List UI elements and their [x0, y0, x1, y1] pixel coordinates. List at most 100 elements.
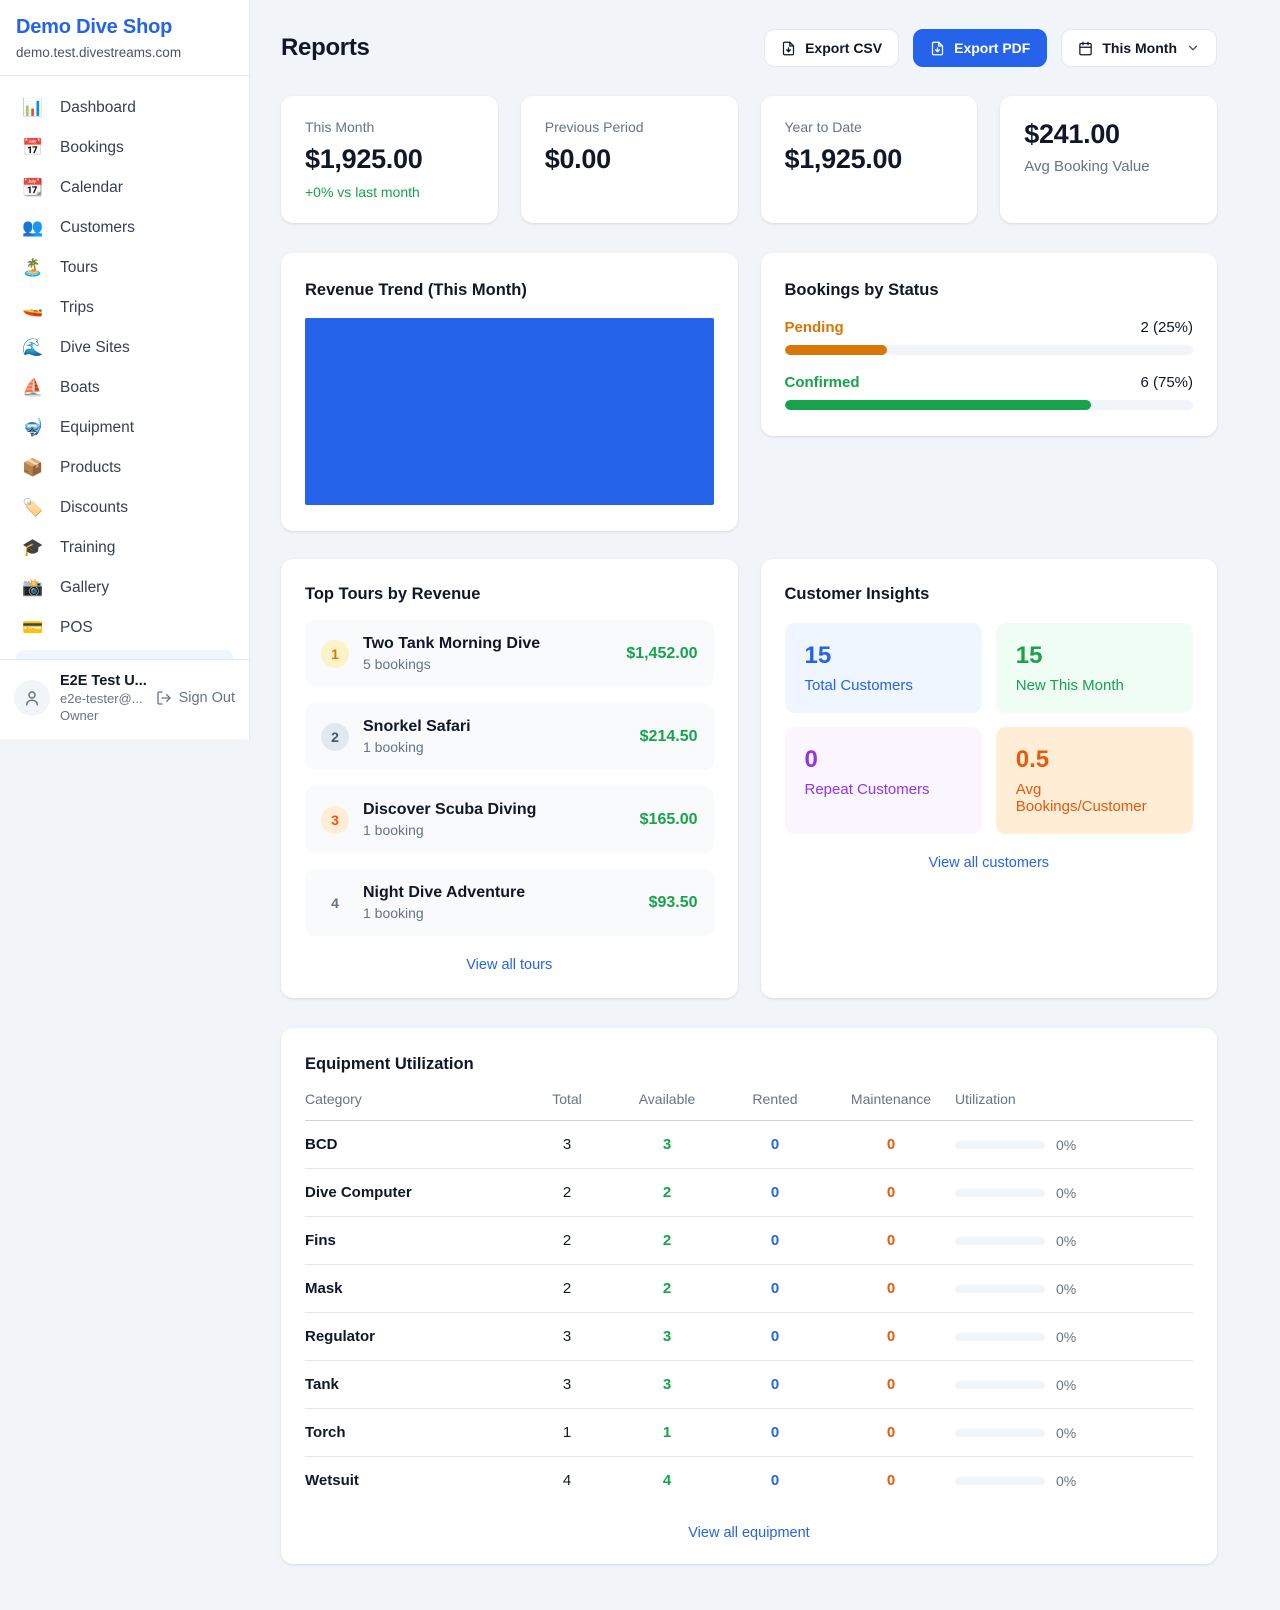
- table-header: Category Total Available Rented Maintena…: [305, 1091, 1193, 1121]
- charts-row: Revenue Trend (This Month) Bookings by S…: [281, 253, 1217, 531]
- sidebar-item-boats[interactable]: ⛵ Boats: [8, 368, 241, 408]
- view-all-equipment-link[interactable]: View all equipment: [688, 1525, 810, 1541]
- island-icon: 🏝️: [22, 258, 44, 277]
- shop-name: Demo Dive Shop: [16, 16, 173, 38]
- sidebar-item-gallery[interactable]: 📸 Gallery: [8, 568, 241, 608]
- sidebar-item-discounts[interactable]: 🏷️ Discounts: [8, 488, 241, 528]
- sidebar-item-label: POS: [60, 619, 93, 636]
- tour-row: 3 Discover Scuba Diving 1 booking $165.00: [305, 786, 714, 853]
- tile-avg-bookings-customer: 0.5 Avg Bookings/Customer: [995, 727, 1193, 834]
- sidebar-item-label: Discounts: [60, 499, 129, 516]
- sidebar-item-training[interactable]: 🎓 Training: [8, 528, 241, 568]
- wave-icon: 🌊: [22, 338, 44, 357]
- cell-utilization: 0%: [955, 1185, 1193, 1201]
- export-pdf-button[interactable]: Export PDF: [913, 29, 1048, 67]
- rank-badge: 2: [321, 722, 349, 751]
- cell-total: 3: [562, 1376, 572, 1393]
- cell-utilization: 0%: [955, 1329, 1193, 1345]
- sidebar-item-tours[interactable]: 🏝️ Tours: [8, 248, 241, 288]
- cell-maintenance: 0: [886, 1136, 896, 1153]
- stat-label: This Month: [305, 119, 375, 135]
- cell-available: 1: [662, 1424, 672, 1441]
- sidebar-user-section: E2E Test U... e2e-tester@... Owner Sign …: [0, 659, 249, 739]
- stat-value: $241.00: [1024, 119, 1120, 149]
- tearoff-calendar-icon: 📆: [22, 178, 44, 197]
- utilization-bar: [955, 1428, 1045, 1437]
- cell-utilization: 0%: [955, 1281, 1193, 1297]
- status-count-confirmed: 6 (75%): [1140, 374, 1193, 391]
- tour-revenue: $165.00: [639, 810, 698, 828]
- stat-value: $1,925.00: [784, 144, 903, 174]
- cell-category: Wetsuit: [305, 1472, 359, 1489]
- bookings-by-status-title: Bookings by Status: [784, 281, 939, 299]
- stat-change: +0% vs last month: [305, 184, 420, 200]
- package-icon: 📦: [22, 458, 44, 477]
- person-icon: [26, 691, 38, 706]
- tour-bookings: 1 booking: [363, 739, 424, 755]
- sidebar-item-products[interactable]: 📦 Products: [8, 448, 241, 488]
- table-row: Fins 2 2 0 0 0%: [305, 1217, 1193, 1265]
- utilization-percent: 0%: [1056, 1184, 1077, 1201]
- sidebar-item-pos[interactable]: 💳 POS: [8, 608, 241, 648]
- utilization-percent: 0%: [1056, 1472, 1077, 1489]
- tour-bookings: 1 booking: [363, 822, 424, 838]
- view-all-tours-link[interactable]: View all tours: [466, 957, 553, 973]
- sidebar-item-reports-partial[interactable]: [16, 650, 233, 659]
- tile-repeat-customers: 0 Repeat Customers: [784, 727, 982, 834]
- table-row: BCD 3 3 0 0 0%: [305, 1121, 1193, 1169]
- cell-maintenance: 0: [886, 1280, 896, 1297]
- user-role: Owner: [60, 708, 99, 723]
- sign-out-label: Sign Out: [178, 690, 235, 706]
- sign-out-icon: [156, 691, 171, 705]
- sidebar-header: Demo Dive Shop demo.test.divestreams.com: [0, 0, 249, 76]
- utilization-bar: [955, 1284, 1045, 1293]
- dashboard-icon: 📊: [22, 98, 44, 117]
- sidebar-item-customers[interactable]: 👥 Customers: [8, 208, 241, 248]
- cell-maintenance: 0: [886, 1472, 896, 1489]
- page-title: Reports: [281, 34, 370, 61]
- cell-utilization: 0%: [955, 1233, 1193, 1249]
- sidebar-item-label: Dive Sites: [60, 339, 130, 356]
- sign-out-button[interactable]: Sign Out: [156, 690, 235, 706]
- cell-rented: 0: [770, 1184, 780, 1201]
- cell-total: 3: [562, 1136, 572, 1153]
- sidebar-item-dashboard[interactable]: 📊 Dashboard: [8, 88, 241, 128]
- sidebar-item-label: Products: [60, 459, 122, 476]
- utilization-percent: 0%: [1056, 1136, 1077, 1153]
- customer-insights-card: Customer Insights 15 Total Customers 15 …: [760, 559, 1217, 998]
- sidebar-item-calendar[interactable]: 📆 Calendar: [8, 168, 241, 208]
- stat-card-previous-period: Previous Period $0.00: [520, 96, 738, 223]
- sidebar-item-label: Calendar: [60, 179, 123, 196]
- cell-available: 2: [662, 1184, 672, 1201]
- progress-track: [784, 345, 1193, 355]
- cell-available: 3: [662, 1136, 672, 1153]
- insights-row: Top Tours by Revenue 1 Two Tank Morning …: [281, 559, 1217, 998]
- period-selector[interactable]: This Month: [1061, 29, 1217, 67]
- tour-revenue: $93.50: [648, 893, 698, 911]
- revenue-trend-title: Revenue Trend (This Month): [305, 281, 527, 299]
- cell-rented: 0: [770, 1472, 780, 1489]
- view-all-customers-link[interactable]: View all customers: [928, 855, 1050, 871]
- sidebar-item-dive-sites[interactable]: 🌊 Dive Sites: [8, 328, 241, 368]
- equipment-utilization-card: Equipment Utilization Category Total Ava…: [281, 1028, 1217, 1564]
- status-label-confirmed: Confirmed: [784, 374, 860, 391]
- stat-value: $0.00: [544, 144, 611, 174]
- cell-category: Torch: [305, 1424, 346, 1441]
- sidebar-item-trips[interactable]: 🚤 Trips: [8, 288, 241, 328]
- stat-label: Avg Booking Value: [1024, 158, 1150, 175]
- calendar-icon: [1079, 41, 1093, 55]
- rank-badge: 1: [321, 639, 349, 668]
- cell-total: 2: [562, 1184, 572, 1201]
- tile-value: 0: [804, 746, 818, 773]
- sidebar-item-equipment[interactable]: 🤿 Equipment: [8, 408, 241, 448]
- sidebar-item-bookings[interactable]: 📅 Bookings: [8, 128, 241, 168]
- people-icon: 👥: [22, 218, 44, 237]
- sidebar: Demo Dive Shop demo.test.divestreams.com…: [0, 0, 250, 739]
- stat-value: $1,925.00: [305, 144, 423, 174]
- cell-total: 3: [562, 1328, 572, 1345]
- table-row: Wetsuit 4 4 0 0 0%: [305, 1457, 1193, 1504]
- export-csv-button[interactable]: Export CSV: [764, 29, 900, 67]
- page-header: Reports Export CSV Export PDF This Month: [281, 29, 1217, 67]
- column-header-maintenance: Maintenance: [850, 1091, 932, 1107]
- sidebar-item-label: Customers: [60, 219, 135, 236]
